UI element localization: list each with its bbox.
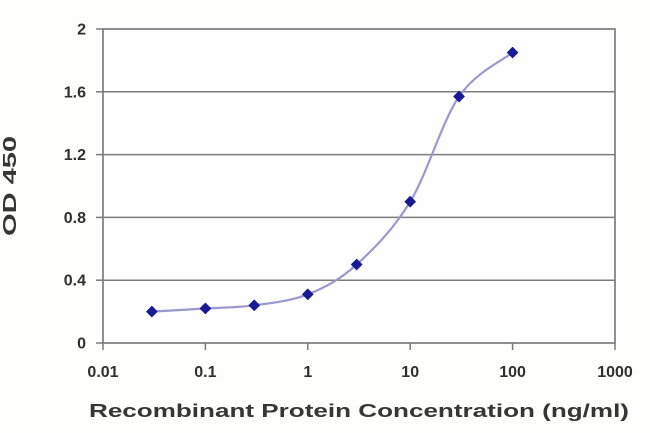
y-tick-label: 1.2 [64, 147, 86, 164]
data-point-marker [302, 288, 314, 301]
x-tick-label: 1000 [597, 364, 633, 381]
y-tick-label: 2 [77, 22, 86, 39]
y-axis-title: OD 450 [0, 136, 20, 236]
data-point-marker [248, 299, 260, 312]
data-point-marker [404, 196, 416, 208]
data-line [151, 51, 514, 313]
x-tick-label: 10 [401, 364, 419, 381]
data-point-marker [506, 46, 519, 59]
plot-border [102, 28, 616, 344]
y-tick-label: 0.4 [64, 273, 86, 290]
x-tick-label: 0.01 [87, 364, 118, 381]
data-point-marker [350, 258, 363, 271]
y-tick-label: 0 [77, 336, 86, 353]
plot-background [103, 29, 615, 343]
x-tick-label: 1 [303, 364, 312, 381]
plot-area: 0.01 0.1 1 10 100 1000 0 0.4 0.8 1.2 1.6 2 [64, 22, 633, 382]
x-tick-label: 0.1 [194, 364, 216, 381]
y-tick-label: 1.6 [64, 84, 86, 101]
data-point-marker [199, 302, 212, 315]
data-point-marker [146, 305, 158, 318]
x-tick-label: 100 [499, 364, 526, 381]
data-point-marker [453, 90, 465, 103]
y-tick-label: 0.8 [64, 210, 86, 227]
x-axis-title: Recombinant Protein Concentration (ng/ml… [89, 401, 629, 421]
